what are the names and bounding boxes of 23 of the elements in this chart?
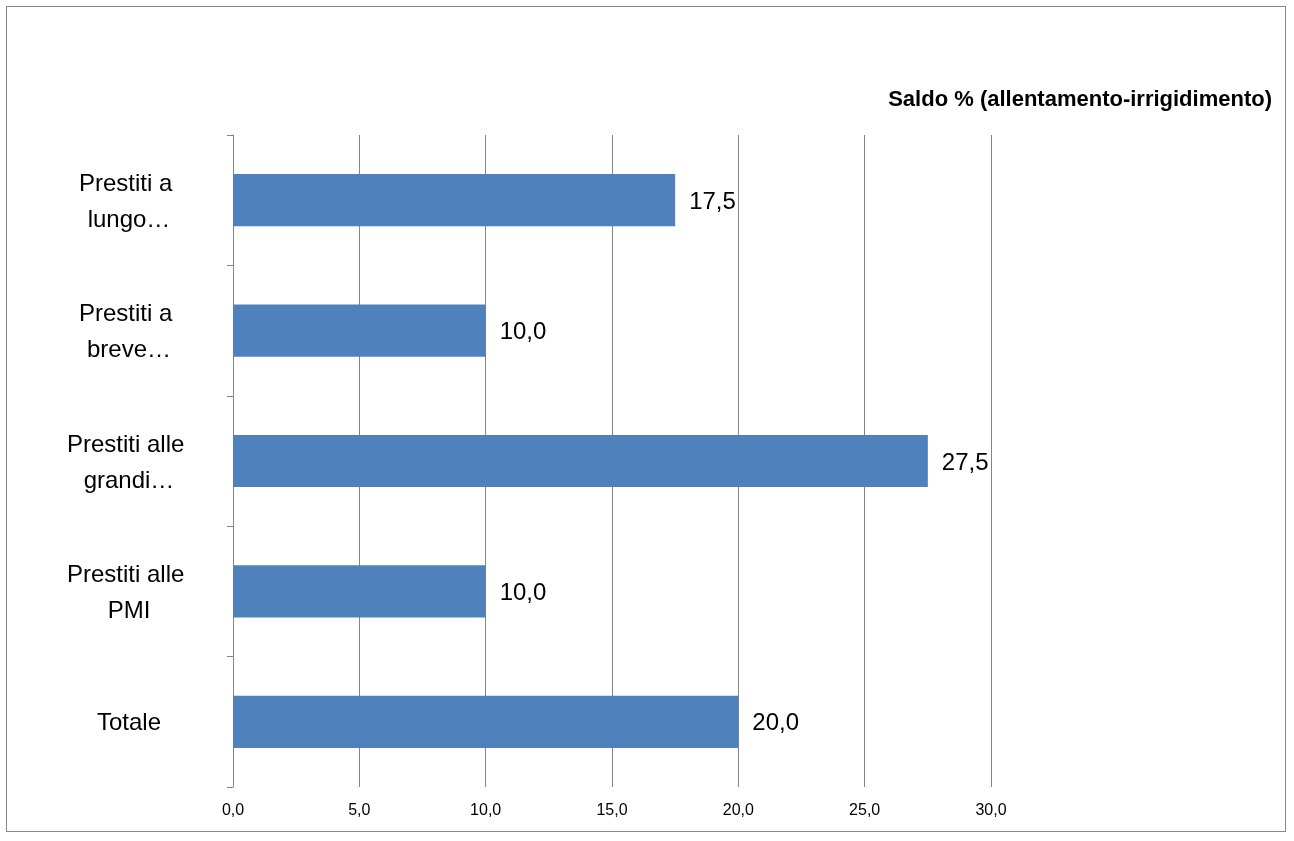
y-tick-label: Prestiti a lungo… (78, 168, 180, 232)
data-label: 10,0 (499, 317, 547, 345)
bar (233, 174, 676, 227)
x-tick-label: 30,0 (975, 800, 1007, 818)
data-label: 20,0 (752, 708, 800, 736)
x-tick-label: 10,0 (470, 800, 502, 818)
text: Saldo % (allentamento-irrigidimento) (888, 85, 1272, 111)
data-label: 10,0 (499, 577, 547, 605)
y-tick-label: Prestiti alle PMI (66, 559, 192, 623)
bar (233, 695, 739, 748)
x-tick-label: 15,0 (596, 800, 628, 818)
x-tick-label: 5,0 (348, 800, 371, 818)
y-tick-label: Totale (96, 708, 162, 736)
y-tick-label: Prestiti a breve… (78, 299, 180, 363)
data-label: 27,5 (941, 447, 989, 475)
bar (233, 304, 486, 357)
x-tick-label: 25,0 (849, 800, 881, 818)
bar (233, 565, 486, 618)
x-tick-label: 0,0 (221, 800, 245, 818)
data-label: 17,5 (689, 186, 736, 214)
bar (233, 434, 928, 488)
y-tick-label: Prestiti alle grandi… (66, 429, 192, 493)
x-tick-label: 20,0 (722, 800, 755, 818)
